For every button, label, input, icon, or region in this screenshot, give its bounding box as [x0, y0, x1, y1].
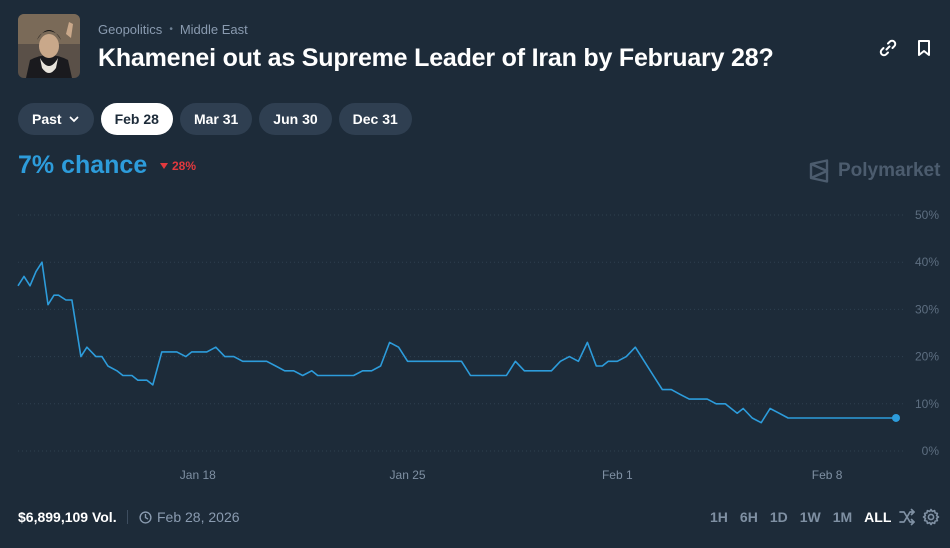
bookmark-icon[interactable] [914, 38, 934, 58]
polymarket-logo-icon [809, 159, 829, 183]
y-tick-label: 10% [915, 397, 939, 411]
shuffle-icon[interactable] [898, 508, 916, 526]
y-tick-label: 30% [915, 302, 939, 316]
x-tick-label: Feb 1 [602, 468, 633, 480]
tab-jun-30[interactable]: Jun 30 [259, 103, 332, 135]
tab-label: Past [32, 111, 62, 127]
page-title: Khamenei out as Supreme Leader of Iran b… [98, 44, 774, 72]
x-tick-label: Feb 8 [812, 468, 843, 480]
price-change: 28% [159, 159, 196, 173]
chevron-down-icon [69, 116, 78, 123]
price-chart[interactable]: 0% 10% 20% 30% 40% 50% Jan 18 Jan 25 Feb 1 Feb 8 [0, 195, 950, 480]
range-6h[interactable]: 6H [739, 509, 758, 525]
volume: $6,899,109 Vol. [18, 509, 117, 525]
end-date-value: Feb 28, 2026 [157, 509, 240, 525]
footer-divider [127, 510, 128, 524]
market-image [18, 14, 80, 78]
tab-mar-31[interactable]: Mar 31 [179, 103, 253, 135]
tab-label: Jun 30 [273, 111, 318, 127]
range-1m[interactable]: 1M [832, 509, 853, 525]
chance-value: 7% chance [18, 151, 148, 179]
range-selector: 1H 6H 1D 1W 1M ALL [704, 509, 897, 525]
series-end-point [892, 413, 900, 422]
series-line [17, 261, 896, 424]
end-date: Feb 28, 2026 [139, 509, 240, 525]
range-1h[interactable]: 1H [710, 509, 728, 525]
breadcrumb: Geopolitics • Middle East [98, 22, 248, 37]
brand-logo: Polymarket [808, 159, 940, 183]
link-icon[interactable] [878, 38, 898, 58]
y-tick-label: 0% [922, 444, 940, 458]
clock-icon [139, 510, 152, 524]
breadcrumb-category[interactable]: Geopolitics [98, 22, 163, 37]
breadcrumb-subcategory[interactable]: Middle East [179, 22, 248, 37]
x-tick-label: Jan 25 [390, 468, 426, 480]
range-all[interactable]: ALL [864, 509, 892, 525]
settings-gear-icon[interactable] [922, 508, 940, 526]
x-tick-label: Jan 18 [180, 468, 216, 480]
tab-label: Dec 31 [352, 111, 398, 127]
tab-feb-28[interactable]: Feb 28 [100, 103, 173, 135]
range-1w[interactable]: 1W [799, 509, 821, 525]
tab-dec-31[interactable]: Dec 31 [338, 103, 412, 135]
tab-past[interactable]: Past [18, 103, 94, 135]
y-tick-label: 50% [915, 208, 939, 222]
down-triangle-icon [160, 163, 168, 169]
tab-label: Feb 28 [114, 111, 159, 127]
y-tick-label: 20% [915, 350, 939, 364]
range-1d[interactable]: 1D [769, 509, 788, 525]
price-change-value: 28% [172, 159, 197, 173]
date-tabs: Past Feb 28 Mar 31 Jun 30 Dec 31 [18, 103, 412, 135]
brand-name: Polymarket [838, 160, 941, 181]
breadcrumb-separator: • [169, 24, 173, 35]
y-tick-label: 40% [915, 255, 939, 269]
tab-label: Mar 31 [193, 111, 239, 127]
